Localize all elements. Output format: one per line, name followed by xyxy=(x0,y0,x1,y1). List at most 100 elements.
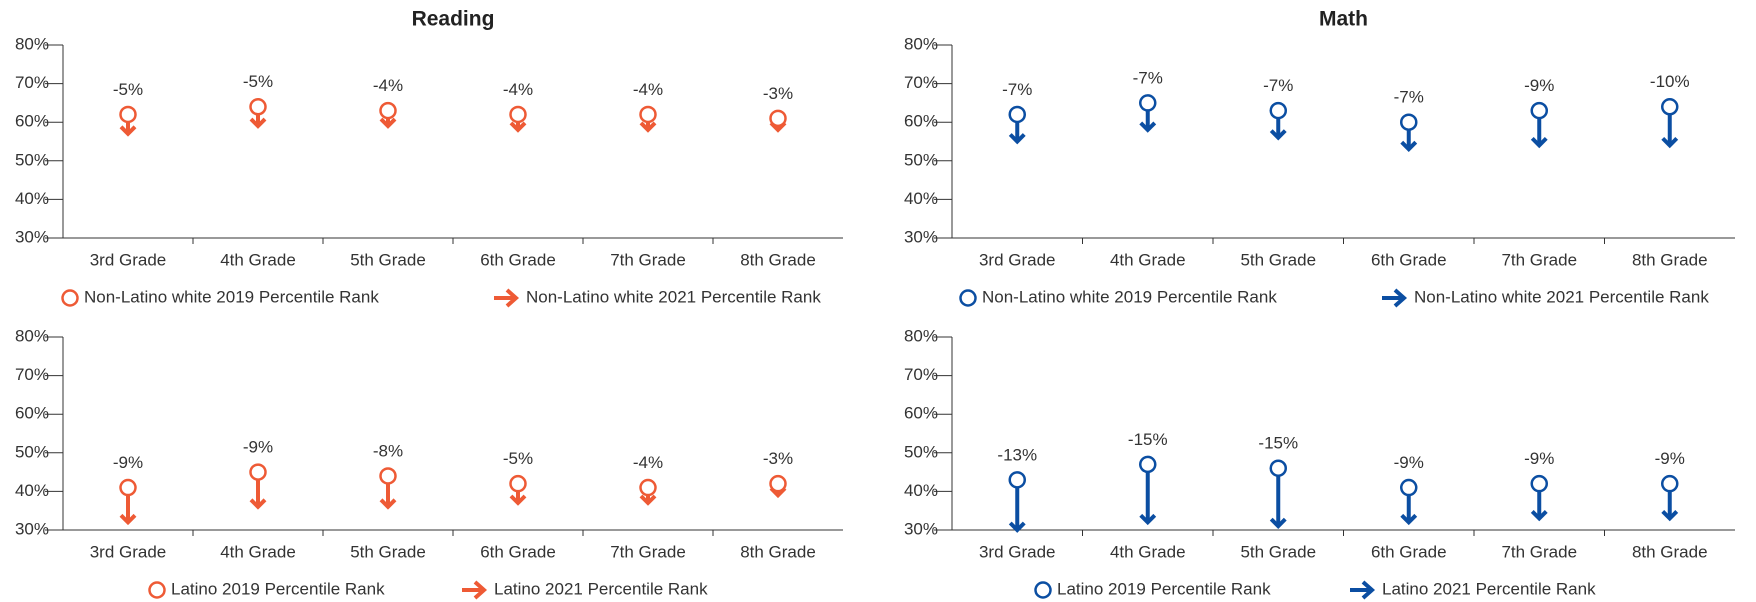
change-label: -9% xyxy=(243,438,273,457)
x-tick-label: 7th Grade xyxy=(610,542,686,561)
change-label: -7% xyxy=(1002,80,1032,99)
dot xyxy=(1400,478,1418,497)
y-tick-label: 80% xyxy=(15,34,49,53)
change-label: -9% xyxy=(1655,449,1685,468)
x-tick-label: 4th Grade xyxy=(220,250,296,269)
dot xyxy=(509,105,527,124)
y-tick-label: 60% xyxy=(904,112,938,131)
dot xyxy=(379,467,397,485)
arrow-head xyxy=(1661,510,1679,522)
legend-label: Non-Latino white 2019 Percentile Rank xyxy=(982,287,1277,306)
arrow-head xyxy=(1400,513,1418,526)
x-tick-label: 7th Grade xyxy=(1501,250,1577,269)
dot xyxy=(639,105,657,124)
legend-label: Non-Latino white 2021 Percentile Rank xyxy=(1414,287,1709,306)
arrow-head xyxy=(249,117,267,129)
y-tick-label: 50% xyxy=(904,442,938,461)
y-tick-label: 30% xyxy=(904,519,938,538)
arrow-head xyxy=(1530,510,1548,522)
dot xyxy=(1008,471,1026,489)
y-tick-label: 40% xyxy=(904,481,938,500)
dot xyxy=(769,109,787,128)
change-label: -5% xyxy=(113,80,143,99)
dot xyxy=(119,478,137,497)
legend-dot xyxy=(61,289,79,307)
x-tick-label: 4th Grade xyxy=(1110,250,1186,269)
y-tick-label: 30% xyxy=(15,227,49,246)
x-tick-label: 7th Grade xyxy=(1501,542,1577,561)
x-tick-label: 5th Grade xyxy=(1240,542,1316,561)
y-tick-label: 50% xyxy=(15,442,49,461)
arrow-head xyxy=(1269,517,1287,529)
legend-dot xyxy=(1034,581,1052,599)
legend-arrow-head xyxy=(473,580,488,600)
arrow-head xyxy=(1008,521,1026,533)
change-label: -7% xyxy=(1133,68,1163,87)
dot xyxy=(119,105,137,124)
dot xyxy=(1269,459,1287,477)
legend-dot xyxy=(959,289,977,307)
dot xyxy=(1530,474,1548,493)
y-tick-label: 40% xyxy=(15,189,49,208)
x-tick-label: 3rd Grade xyxy=(90,250,167,269)
legend-label: Latino 2019 Percentile Rank xyxy=(171,579,385,598)
x-tick-label: 5th Grade xyxy=(350,542,426,561)
change-label: -5% xyxy=(243,72,273,91)
y-tick-label: 70% xyxy=(904,73,938,92)
arrow-head xyxy=(509,121,527,133)
y-tick-label: 40% xyxy=(15,481,49,500)
change-label: -9% xyxy=(1524,76,1554,95)
arrow-head xyxy=(379,117,397,129)
legend-label: Non-Latino white 2019 Percentile Rank xyxy=(84,287,379,306)
legend-label: Latino 2021 Percentile Rank xyxy=(494,579,708,598)
change-label: -9% xyxy=(113,453,143,472)
arrow-head xyxy=(119,513,137,526)
arrow-head xyxy=(1530,136,1548,149)
legend-label: Latino 2021 Percentile Rank xyxy=(1382,579,1596,598)
change-label: -4% xyxy=(503,80,533,99)
change-label: -4% xyxy=(373,76,403,95)
legend-arrow-head xyxy=(1393,288,1408,308)
change-label: -15% xyxy=(1258,434,1298,453)
y-tick-label: 30% xyxy=(904,227,938,246)
y-tick-label: 60% xyxy=(904,404,938,423)
x-tick-label: 6th Grade xyxy=(1371,250,1447,269)
dot xyxy=(249,98,267,116)
y-tick-label: 70% xyxy=(15,365,49,384)
dot xyxy=(379,101,397,120)
y-tick-label: 80% xyxy=(15,326,49,345)
arrow-head xyxy=(1400,140,1418,153)
y-tick-label: 70% xyxy=(904,365,938,384)
change-label: -3% xyxy=(763,449,793,468)
dot xyxy=(249,463,267,481)
y-tick-label: 50% xyxy=(904,150,938,169)
arrow-head xyxy=(249,498,267,510)
arrow-head xyxy=(1139,513,1157,526)
x-tick-label: 5th Grade xyxy=(1240,250,1316,269)
x-tick-label: 4th Grade xyxy=(220,542,296,561)
y-tick-label: 70% xyxy=(15,73,49,92)
y-tick-label: 60% xyxy=(15,112,49,131)
change-label: -8% xyxy=(373,441,403,460)
arrow-head xyxy=(639,494,657,506)
change-label: -9% xyxy=(1524,449,1554,468)
x-tick-label: 3rd Grade xyxy=(979,542,1056,561)
x-tick-label: 6th Grade xyxy=(480,250,556,269)
arrow-head xyxy=(639,121,657,133)
arrow-head xyxy=(1008,133,1026,145)
dot xyxy=(1139,94,1157,112)
dot xyxy=(639,478,657,497)
dot xyxy=(769,474,787,493)
dot xyxy=(1139,455,1157,474)
x-tick-label: 8th Grade xyxy=(1632,250,1708,269)
panel-title: Math xyxy=(1319,8,1368,31)
x-tick-label: 3rd Grade xyxy=(979,250,1056,269)
y-tick-label: 80% xyxy=(904,326,938,345)
y-tick-label: 60% xyxy=(15,404,49,423)
change-label: -3% xyxy=(763,84,793,103)
dot xyxy=(509,474,527,493)
change-label: -10% xyxy=(1650,72,1690,91)
panel-title: Reading xyxy=(412,8,495,31)
legend-arrow-head xyxy=(505,288,520,308)
